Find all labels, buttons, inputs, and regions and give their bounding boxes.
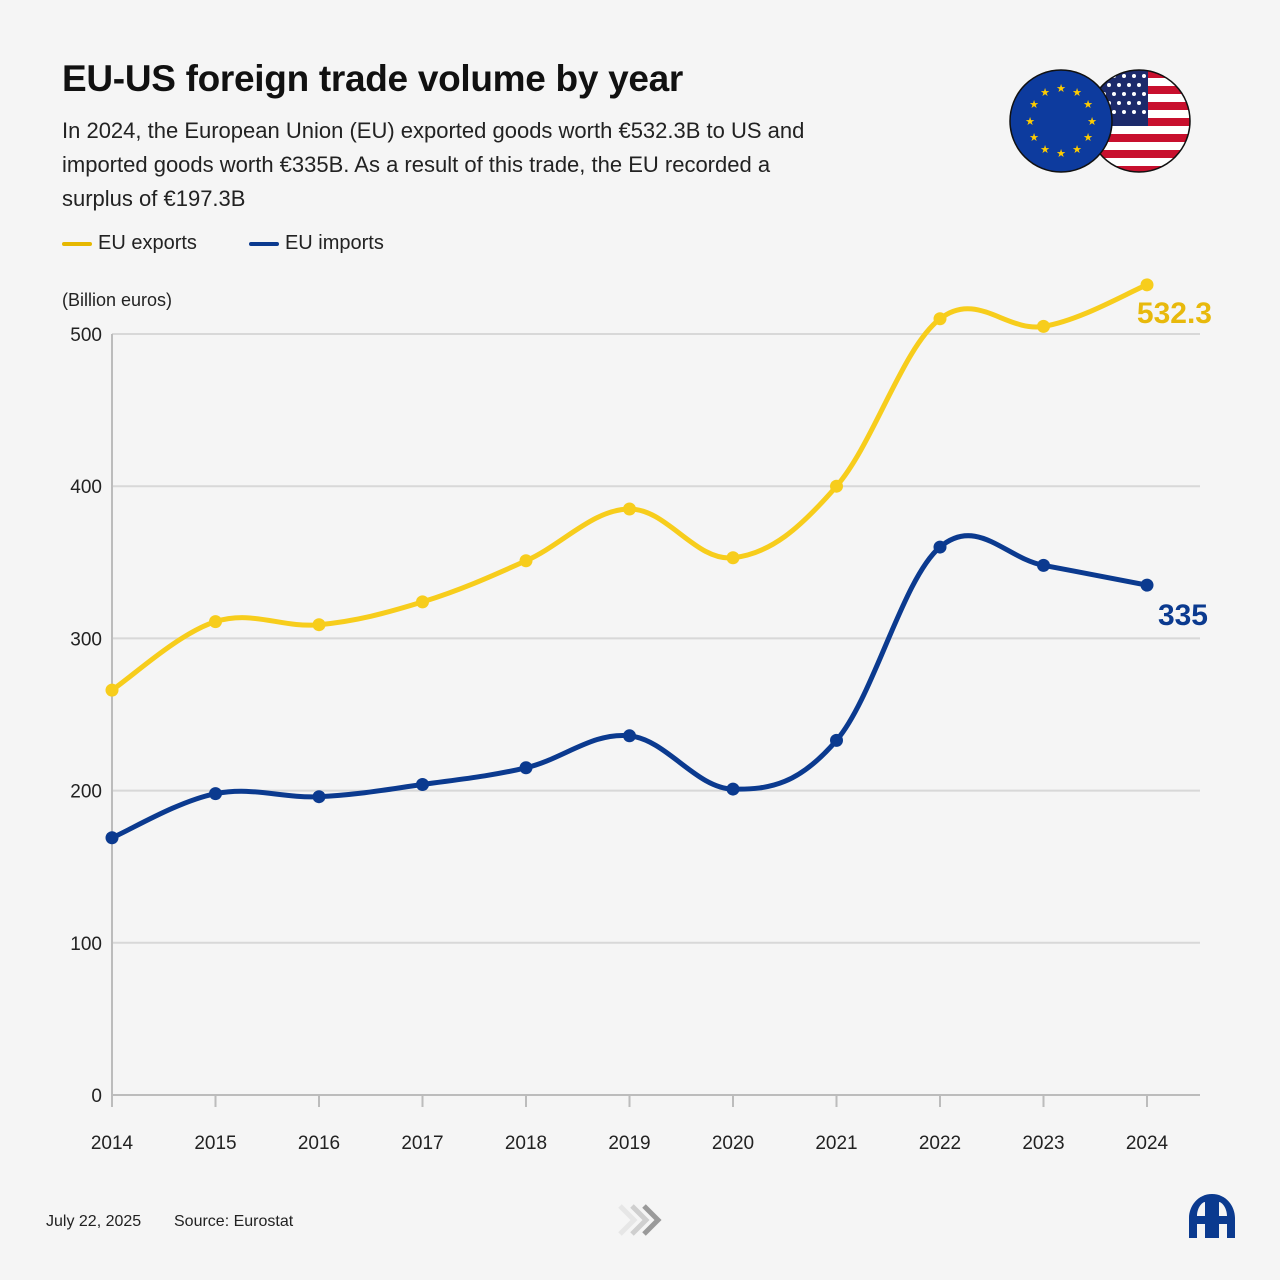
data-point-eu-imports: [1140, 578, 1154, 592]
data-point-eu-exports: [1140, 278, 1154, 292]
x-tick-label: 2019: [608, 1133, 650, 1154]
svg-text:★: ★: [1083, 98, 1093, 111]
legend-label-imports: EU imports: [284, 232, 384, 254]
svg-text:★: ★: [1083, 131, 1093, 144]
data-point-eu-exports: [519, 554, 533, 568]
x-tick-label: 2018: [505, 1133, 547, 1154]
data-point-eu-exports: [830, 479, 843, 493]
data-point-eu-imports: [312, 790, 326, 804]
line-chart: (Billion euros) 0 100 200 300 400 500 2014 2015…: [62, 278, 1212, 1154]
data-point-eu-imports: [209, 787, 222, 801]
data-point-eu-exports: [726, 551, 740, 565]
svg-text:★: ★: [1040, 86, 1050, 99]
end-label-eu-exports: 532.3: [1137, 297, 1212, 330]
data-point-eu-imports: [623, 729, 636, 743]
series-line-eu-imports: [109, 533, 1150, 841]
svg-text:★: ★: [1029, 131, 1039, 144]
y-tick-label: 300: [70, 629, 102, 650]
footer-date: July 22, 2025: [46, 1213, 142, 1230]
svg-text:★: ★: [1025, 115, 1035, 128]
legend-label-exports: EU exports: [98, 232, 197, 254]
data-point-eu-exports: [105, 683, 119, 697]
svg-text:★: ★: [1072, 143, 1082, 156]
data-point-eu-imports: [519, 761, 533, 775]
legend: EU exports EU imports: [62, 232, 384, 255]
svg-text:★: ★: [1056, 82, 1066, 95]
data-point-eu-exports: [209, 615, 222, 629]
data-point-eu-exports: [1037, 319, 1050, 333]
x-tick-label: 2016: [298, 1133, 340, 1154]
aa-logo-icon: [1189, 1194, 1235, 1238]
x-tick-label: 2017: [401, 1133, 443, 1154]
x-tick-label: 2023: [1022, 1133, 1064, 1154]
series-line-eu-exports: [109, 282, 1150, 693]
end-label-eu-imports: 335: [1158, 599, 1208, 632]
y-tick-label: 500: [70, 325, 102, 346]
legend-swatch-imports: [248, 241, 279, 246]
eu-us-flags-icon: ★ ★ ★ ★ ★ ★ ★ ★ ★ ★ ★ ★: [1009, 69, 1191, 173]
x-tick-label: 2014: [91, 1133, 134, 1154]
eu-flag-icon: ★ ★ ★ ★ ★ ★ ★ ★ ★ ★ ★ ★: [1009, 69, 1113, 173]
legend-item-exports: EU exports: [62, 232, 197, 255]
data-point-eu-exports: [623, 502, 636, 516]
footer-source: Source: Eurostat: [174, 1213, 294, 1230]
legend-swatch-exports: [62, 241, 92, 246]
x-tick-label: 2024: [1126, 1133, 1169, 1154]
data-point-eu-exports: [933, 312, 947, 326]
data-point-eu-imports: [105, 831, 119, 845]
y-tick-label: 200: [70, 782, 102, 803]
y-tick-label: 100: [70, 934, 102, 955]
data-point-eu-imports: [416, 778, 429, 792]
svg-text:★: ★: [1040, 143, 1050, 156]
x-tick-label: 2015: [194, 1133, 236, 1154]
data-point-eu-imports: [1037, 558, 1050, 572]
svg-text:★: ★: [1087, 115, 1097, 128]
data-point-eu-imports: [830, 733, 843, 747]
chart-title: EU-US foreign trade volume by year: [62, 58, 684, 99]
x-tick-label: 2021: [815, 1133, 857, 1154]
svg-text:★: ★: [1072, 86, 1082, 99]
legend-item-imports: EU imports: [248, 232, 384, 255]
chart-subtitle: In 2024, the European Union (EU) exporte…: [62, 118, 805, 211]
svg-text:★: ★: [1029, 98, 1039, 111]
data-point-eu-exports: [416, 595, 429, 609]
y-axis-label: (Billion euros): [62, 290, 172, 310]
y-tick-label: 400: [70, 477, 102, 498]
x-tick-label: 2020: [712, 1133, 754, 1154]
y-tick-label: 0: [91, 1086, 102, 1107]
chevrons-icon: [618, 1204, 662, 1236]
data-point-eu-exports: [312, 618, 326, 632]
data-point-eu-imports: [933, 540, 947, 554]
data-point-eu-imports: [726, 782, 740, 796]
x-tick-label: 2022: [919, 1133, 961, 1154]
svg-text:★: ★: [1056, 147, 1066, 160]
